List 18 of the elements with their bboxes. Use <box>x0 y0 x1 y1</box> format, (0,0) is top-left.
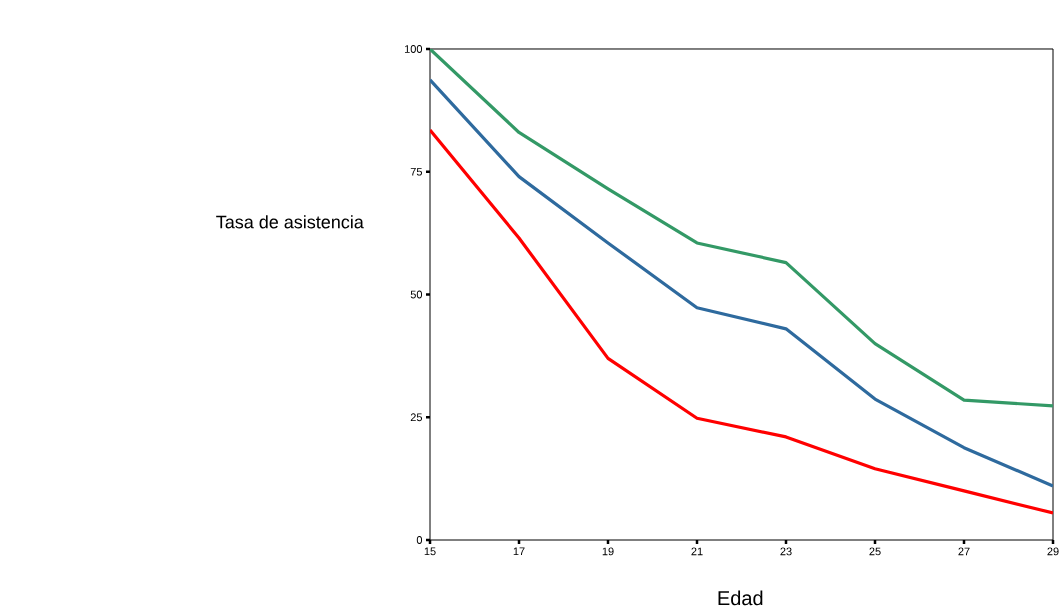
y-tick-label: 100 <box>404 45 423 53</box>
line-series <box>430 78 1054 488</box>
x-tick-label: 29 <box>1047 547 1059 556</box>
y-tick-label: 50 <box>410 290 423 299</box>
line-series <box>430 128 1054 515</box>
y-tick-label: 0 <box>416 536 423 544</box>
x-tick-label: 21 <box>691 547 703 556</box>
x-tick-label: 15 <box>424 547 436 556</box>
y-tick-label: 75 <box>410 167 423 176</box>
y-tick-label: 25 <box>410 413 423 422</box>
x-axis-title: Edad <box>718 590 763 606</box>
x-tick-label: 25 <box>869 547 881 556</box>
x-tick-label: 23 <box>780 547 792 556</box>
x-tick-label: 19 <box>602 547 614 556</box>
line-series <box>430 49 1054 408</box>
y-axis-title: Tasa de asistencia <box>216 215 364 229</box>
x-tick-label: 17 <box>513 547 525 556</box>
x-tick-label: 27 <box>958 547 970 556</box>
